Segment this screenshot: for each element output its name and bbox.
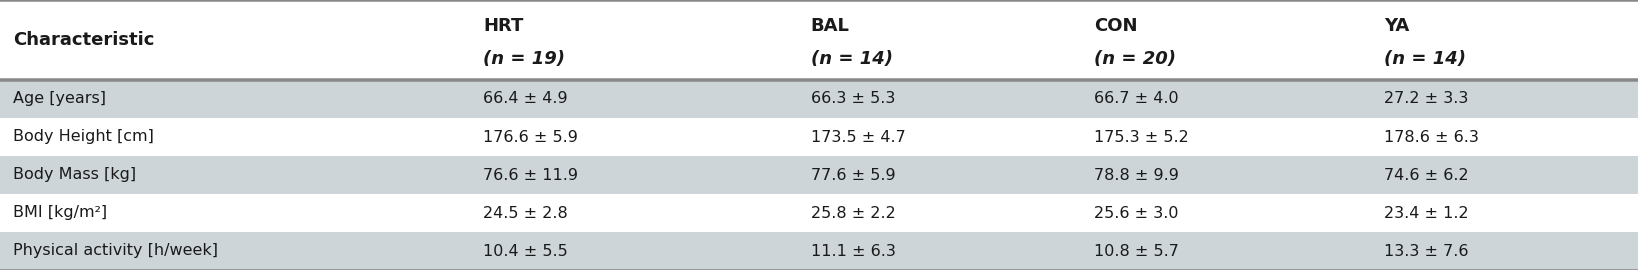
Text: BMI [kg/m²]: BMI [kg/m²] — [13, 205, 106, 221]
Text: 175.3 ± 5.2: 175.3 ± 5.2 — [1094, 130, 1189, 144]
Text: 66.3 ± 5.3: 66.3 ± 5.3 — [811, 92, 896, 106]
Text: 178.6 ± 6.3: 178.6 ± 6.3 — [1384, 130, 1479, 144]
Text: HRT: HRT — [483, 16, 524, 35]
Text: 25.6 ± 3.0: 25.6 ± 3.0 — [1094, 205, 1179, 221]
Text: 23.4 ± 1.2: 23.4 ± 1.2 — [1384, 205, 1469, 221]
Bar — [0, 0, 1638, 80]
Text: 176.6 ± 5.9: 176.6 ± 5.9 — [483, 130, 578, 144]
Text: YA: YA — [1384, 16, 1409, 35]
Text: (n = 19): (n = 19) — [483, 50, 565, 68]
Text: CON: CON — [1094, 16, 1138, 35]
Text: BAL: BAL — [811, 16, 850, 35]
Bar — [0, 156, 1638, 194]
Text: Body Mass [kg]: Body Mass [kg] — [13, 167, 136, 183]
Text: 27.2 ± 3.3: 27.2 ± 3.3 — [1384, 92, 1469, 106]
Text: Characteristic: Characteristic — [13, 31, 154, 49]
Text: 11.1 ± 6.3: 11.1 ± 6.3 — [811, 244, 896, 258]
Text: Age [years]: Age [years] — [13, 92, 106, 106]
Text: 66.4 ± 4.9: 66.4 ± 4.9 — [483, 92, 568, 106]
Text: Body Height [cm]: Body Height [cm] — [13, 130, 154, 144]
Text: 76.6 ± 11.9: 76.6 ± 11.9 — [483, 167, 578, 183]
Bar — [0, 80, 1638, 118]
Bar — [0, 118, 1638, 156]
Text: 13.3 ± 7.6: 13.3 ± 7.6 — [1384, 244, 1469, 258]
Text: 10.4 ± 5.5: 10.4 ± 5.5 — [483, 244, 568, 258]
Bar — [0, 194, 1638, 232]
Text: 173.5 ± 4.7: 173.5 ± 4.7 — [811, 130, 906, 144]
Text: 78.8 ± 9.9: 78.8 ± 9.9 — [1094, 167, 1179, 183]
Text: 77.6 ± 5.9: 77.6 ± 5.9 — [811, 167, 896, 183]
Text: (n = 14): (n = 14) — [1384, 50, 1466, 68]
Text: 10.8 ± 5.7: 10.8 ± 5.7 — [1094, 244, 1179, 258]
Text: (n = 20): (n = 20) — [1094, 50, 1176, 68]
Text: (n = 14): (n = 14) — [811, 50, 893, 68]
Text: Physical activity [h/week]: Physical activity [h/week] — [13, 244, 218, 258]
Text: 25.8 ± 2.2: 25.8 ± 2.2 — [811, 205, 896, 221]
Text: 74.6 ± 6.2: 74.6 ± 6.2 — [1384, 167, 1469, 183]
Bar — [0, 232, 1638, 270]
Text: 66.7 ± 4.0: 66.7 ± 4.0 — [1094, 92, 1179, 106]
Text: 24.5 ± 2.8: 24.5 ± 2.8 — [483, 205, 568, 221]
